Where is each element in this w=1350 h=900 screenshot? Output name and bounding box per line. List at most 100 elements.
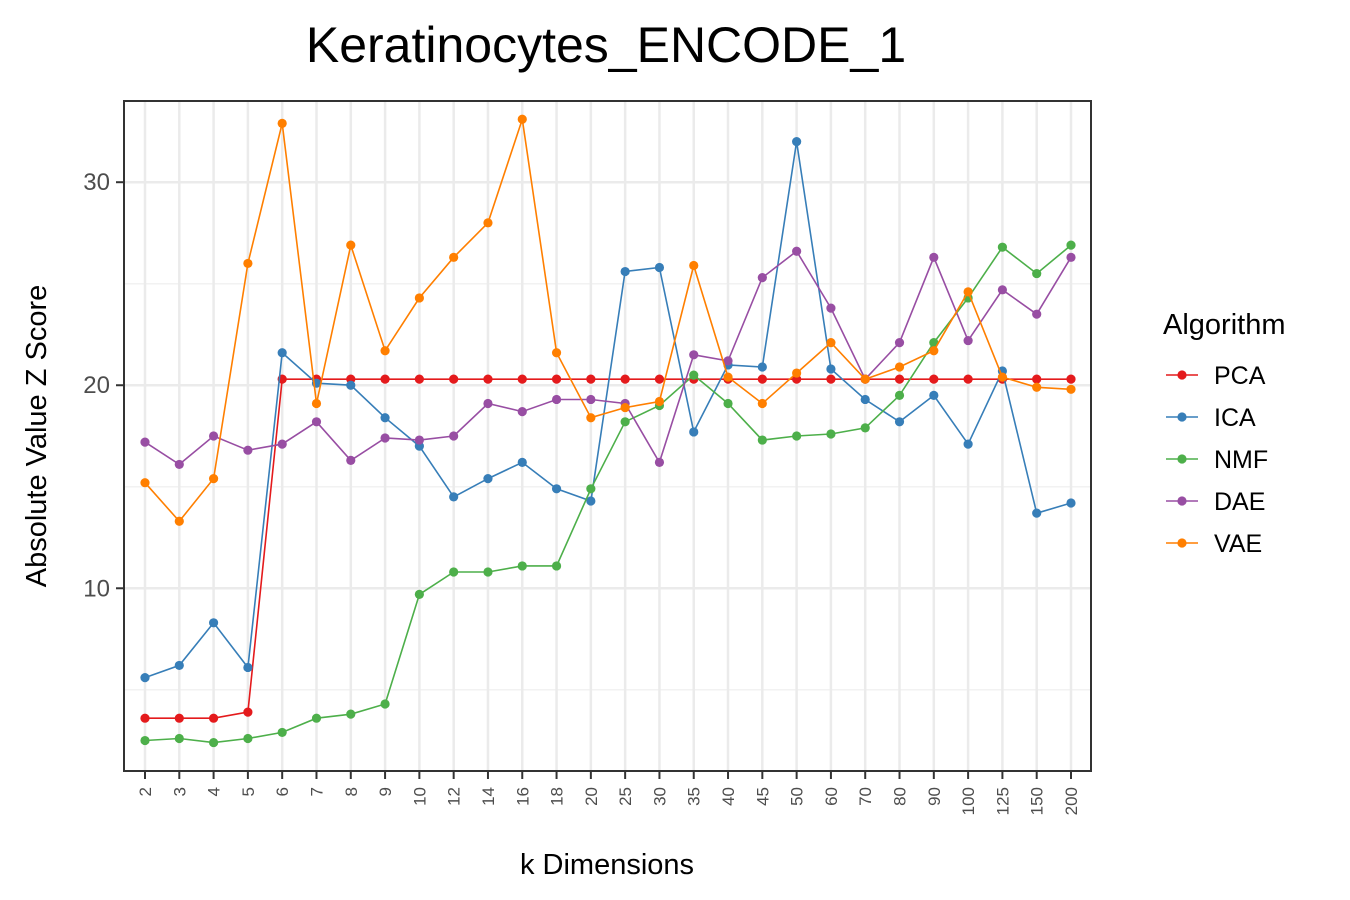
- x-tick-label: 8: [342, 787, 361, 796]
- data-point-pca: [174, 713, 184, 723]
- data-point-ica: [689, 427, 699, 437]
- data-point-nmf: [140, 735, 150, 746]
- data-point-nmf: [997, 242, 1008, 252]
- data-point-nmf: [757, 435, 767, 445]
- data-point-vae: [414, 293, 424, 303]
- series-pca: [140, 374, 1076, 723]
- data-point-pca: [1032, 374, 1042, 384]
- data-point-dae: [483, 398, 493, 409]
- data-point-pca: [894, 374, 905, 384]
- x-axis-title: k Dimensions: [520, 849, 694, 881]
- major-gridlines: [124, 101, 1091, 771]
- data-point-vae: [963, 287, 973, 297]
- series-line-nmf: [144, 244, 1072, 744]
- data-point-pca: [483, 374, 493, 384]
- x-tick-label: 9: [376, 787, 395, 796]
- data-point-vae: [860, 374, 870, 384]
- data-point-ica: [894, 417, 905, 427]
- y-tick-label: 30: [83, 169, 110, 196]
- data-point-pca: [826, 374, 836, 384]
- data-point-dae: [311, 417, 322, 427]
- data-point-vae: [449, 252, 459, 262]
- data-point-pca: [380, 374, 390, 384]
- data-point-nmf: [208, 737, 219, 748]
- data-point-nmf: [929, 338, 939, 348]
- data-point-vae: [311, 398, 322, 409]
- legend-key-point: [1177, 412, 1187, 422]
- data-point-nmf: [586, 484, 596, 494]
- data-point-vae: [1032, 382, 1042, 392]
- data-point-nmf: [380, 699, 390, 709]
- data-point-dae: [277, 439, 287, 449]
- x-tick-label: 100: [959, 787, 978, 815]
- data-point-dae: [997, 285, 1008, 295]
- data-point-nmf: [517, 561, 527, 571]
- x-tick-label: 50: [788, 787, 807, 806]
- x-tick-label: 45: [753, 787, 772, 806]
- legend-item-ica: ICA: [1166, 404, 1256, 432]
- data-point-vae: [517, 114, 527, 124]
- data-point-ica: [860, 394, 870, 405]
- legend-label: DAE: [1214, 488, 1265, 516]
- legend-item-nmf: NMF: [1166, 446, 1268, 474]
- legend-item-pca: PCA: [1166, 362, 1266, 390]
- x-tick-label: 35: [685, 787, 704, 806]
- x-tick-label: 125: [993, 787, 1012, 815]
- data-point-vae: [997, 372, 1008, 382]
- data-point-ica: [1032, 508, 1042, 518]
- y-tick-label: 20: [83, 372, 110, 399]
- x-tick-label: 25: [616, 787, 635, 806]
- data-point-vae: [243, 258, 253, 269]
- data-point-pca: [414, 374, 424, 384]
- x-tick-label: 30: [650, 787, 669, 806]
- data-point-pca: [243, 707, 253, 717]
- data-point-nmf: [826, 429, 836, 439]
- x-tick-label: 2: [136, 787, 155, 796]
- data-point-dae: [174, 459, 184, 470]
- legend-item-dae: DAE: [1166, 488, 1265, 516]
- data-point-vae: [1066, 384, 1076, 394]
- x-tick-label: 16: [513, 787, 532, 806]
- data-point-dae: [551, 394, 562, 405]
- series-nmf: [140, 240, 1076, 748]
- data-point-pca: [140, 713, 150, 723]
- data-point-vae: [380, 346, 390, 356]
- data-point-pca: [1066, 374, 1076, 384]
- x-tick-label: 18: [548, 787, 567, 806]
- data-point-nmf: [551, 561, 562, 571]
- data-point-ica: [380, 413, 390, 423]
- data-point-pca: [654, 374, 665, 384]
- data-point-vae: [551, 348, 562, 358]
- data-point-ica: [620, 266, 630, 277]
- data-point-ica: [449, 492, 459, 502]
- data-point-dae: [414, 435, 424, 445]
- data-point-nmf: [792, 431, 802, 441]
- data-point-pca: [517, 374, 527, 384]
- data-point-dae: [380, 433, 390, 443]
- data-point-vae: [208, 474, 219, 484]
- x-tick-label: 5: [239, 787, 258, 796]
- legend-label: VAE: [1214, 530, 1262, 558]
- x-axis: 2 3 4 5 6 7 8 9 10 12 14 16 18 20 25 30 35 40 45 50 60 70 80 90…: [136, 771, 1081, 815]
- minor-gridlines: [124, 282, 1091, 691]
- data-point-vae: [346, 240, 356, 250]
- data-point-vae: [277, 118, 287, 128]
- data-point-nmf: [894, 390, 905, 400]
- data-point-nmf: [243, 733, 253, 744]
- data-point-pca: [586, 374, 596, 384]
- x-tick-label: 60: [822, 787, 841, 806]
- y-tick-label: 10: [83, 575, 110, 602]
- data-point-vae: [929, 346, 939, 356]
- data-point-ica: [277, 348, 287, 358]
- data-point-ica: [757, 362, 767, 372]
- data-point-dae: [208, 431, 219, 441]
- data-point-ica: [140, 673, 150, 683]
- data-point-dae: [929, 252, 939, 262]
- plot-panel-border: [123, 100, 1092, 772]
- data-point-vae: [689, 260, 699, 271]
- data-point-dae: [654, 457, 665, 467]
- data-point-nmf: [483, 567, 493, 577]
- series-layer: [140, 114, 1076, 748]
- legend-key-point: [1177, 538, 1187, 548]
- legend-key-point: [1177, 370, 1187, 380]
